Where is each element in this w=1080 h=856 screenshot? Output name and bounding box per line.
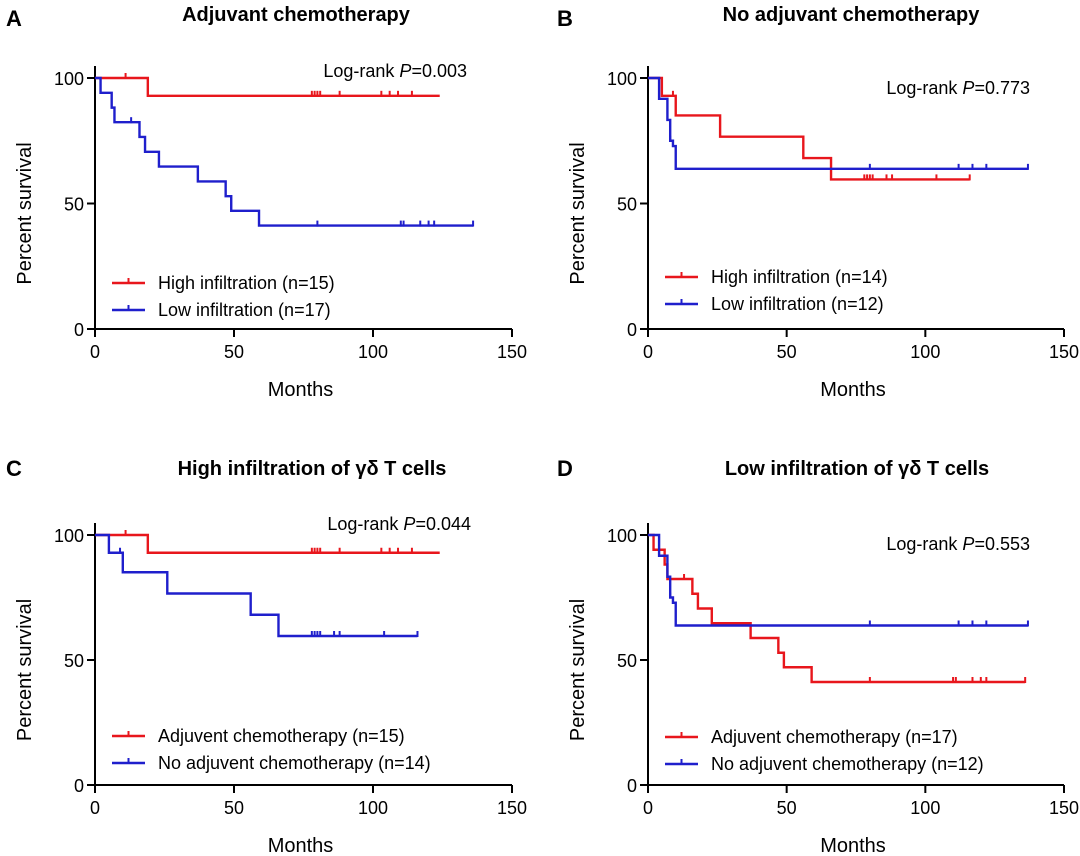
x-tick-label: 150 <box>497 342 527 362</box>
x-tick-label: 150 <box>497 798 527 818</box>
legend-entry-1: High infiltration (n=14) <box>665 267 888 287</box>
panel-letter: C <box>6 456 22 481</box>
panel-d: D Low infiltration of γδ T cells 0 50 100 150… <box>557 456 1079 856</box>
legend-entry-2: Low infiltration (n=17) <box>112 300 331 320</box>
legend-label: High infiltration (n=15) <box>158 273 335 293</box>
legend-label: No adjuvent chemotherapy (n=14) <box>158 753 431 773</box>
y-tick-label: 0 <box>74 320 84 340</box>
series-1 <box>95 530 440 554</box>
legend-label: High infiltration (n=14) <box>711 267 888 287</box>
series-line <box>95 76 474 227</box>
x-tick-label: 100 <box>910 798 940 818</box>
x-tick-label: 0 <box>90 342 100 362</box>
x-axis-title: Months <box>268 835 334 856</box>
legend-entry-2: No adjuvent chemotherapy (n=12) <box>665 754 984 774</box>
annotation-p: P <box>962 534 974 554</box>
legend-label: Low infiltration (n=17) <box>158 300 331 320</box>
x-tick-label: 0 <box>643 798 653 818</box>
series-line <box>95 533 418 638</box>
series-line <box>648 76 970 181</box>
panel-c: C High infiltration of γδ T cells 0 50 100 15… <box>6 456 527 856</box>
x-tick-label: 150 <box>1049 798 1079 818</box>
x-tick-label: 150 <box>1049 342 1079 362</box>
series-1 <box>648 533 1027 684</box>
annotation-prefix: Log-rank <box>323 61 399 81</box>
y-tick-label: 50 <box>64 195 84 215</box>
legend-label: No adjuvent chemotherapy (n=12) <box>711 754 984 774</box>
legend-entry-2: No adjuvent chemotherapy (n=14) <box>112 753 431 773</box>
x-axis-title: Months <box>268 379 334 401</box>
annotation-value: =0.003 <box>411 61 467 81</box>
series-2 <box>95 76 475 227</box>
series-line <box>648 533 1028 627</box>
legend-label: Adjuvent chemotherapy (n=17) <box>711 727 958 747</box>
x-tick-label: 100 <box>910 342 940 362</box>
panel-b: B No adjuvant chemotherapy 0 50 100 150 0 50 100… <box>557 4 1079 401</box>
chart-title: No adjuvant chemotherapy <box>723 4 981 26</box>
y-tick-label: 50 <box>64 651 84 671</box>
x-axis-title: Months <box>820 835 886 856</box>
y-tick-label: 50 <box>617 651 637 671</box>
panel-letter: A <box>6 6 22 31</box>
x-tick-label: 50 <box>224 798 244 818</box>
annotation-prefix: Log-rank <box>327 514 403 534</box>
y-tick-label: 50 <box>617 195 637 215</box>
series-2 <box>648 533 1029 627</box>
x-tick-label: 50 <box>777 342 797 362</box>
y-tick-label: 0 <box>627 320 637 340</box>
x-tick-label: 0 <box>643 342 653 362</box>
legend-entry-1: Adjuvent chemotherapy (n=15) <box>112 726 405 746</box>
annotation-p: P <box>962 78 974 98</box>
x-tick-label: 100 <box>358 798 388 818</box>
panel-letter: B <box>557 6 573 31</box>
annotation-p: P <box>399 61 411 81</box>
y-tick-label: 100 <box>54 69 84 89</box>
y-tick-label: 100 <box>607 526 637 546</box>
log-rank-annotation: Log-rank P=0.044 <box>327 514 471 534</box>
series-line <box>648 76 1028 171</box>
annotation-value: =0.044 <box>415 514 471 534</box>
log-rank-annotation: Log-rank P=0.003 <box>323 61 467 81</box>
series-1 <box>95 73 440 98</box>
x-axis-title: Months <box>820 379 886 401</box>
legend-label: Adjuvent chemotherapy (n=15) <box>158 726 405 746</box>
y-axis-title: Percent survival <box>14 599 36 741</box>
log-rank-annotation: Log-rank P=0.553 <box>886 534 1030 554</box>
series-line <box>95 533 440 554</box>
chart-title: High infiltration of γδ T cells <box>178 458 447 480</box>
series-2 <box>95 533 419 638</box>
annotation-prefix: Log-rank <box>886 534 962 554</box>
panel-a: A Adjuvant chemotherapy 0 50 100 150 0 50 100 Mon… <box>6 4 527 401</box>
legend-entry-1: High infiltration (n=15) <box>112 273 335 293</box>
series-1 <box>648 76 971 181</box>
x-tick-label: 0 <box>90 798 100 818</box>
panel-letter: D <box>557 456 573 481</box>
chart-title: Adjuvant chemotherapy <box>182 4 411 26</box>
y-tick-label: 100 <box>54 526 84 546</box>
annotation-value: =0.773 <box>974 78 1030 98</box>
y-axis-title: Percent survival <box>14 142 36 284</box>
y-tick-label: 100 <box>607 69 637 89</box>
y-axis-title: Percent survival <box>567 142 589 284</box>
x-tick-label: 50 <box>777 798 797 818</box>
annotation-value: =0.553 <box>974 534 1030 554</box>
log-rank-annotation: Log-rank P=0.773 <box>886 78 1030 98</box>
y-axis-title: Percent survival <box>567 599 589 741</box>
legend-entry-2: Low infiltration (n=12) <box>665 294 884 314</box>
annotation-prefix: Log-rank <box>886 78 962 98</box>
legend-entry-1: Adjuvent chemotherapy (n=17) <box>665 727 958 747</box>
annotation-p: P <box>403 514 415 534</box>
series-2 <box>648 76 1029 171</box>
x-tick-label: 100 <box>358 342 388 362</box>
x-tick-label: 50 <box>224 342 244 362</box>
series-line <box>95 76 440 98</box>
series-line <box>648 533 1026 684</box>
y-tick-label: 0 <box>627 776 637 796</box>
legend-label: Low infiltration (n=12) <box>711 294 884 314</box>
chart-title: Low infiltration of γδ T cells <box>725 458 989 480</box>
y-tick-label: 0 <box>74 776 84 796</box>
